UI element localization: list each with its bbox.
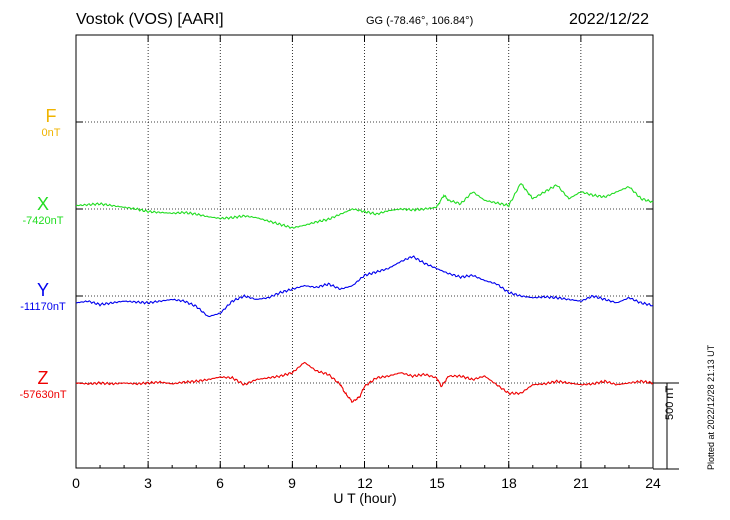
x-tick-label: 0: [72, 475, 80, 491]
component-baseline: -57630nT: [19, 389, 67, 401]
plot-date: 2022/12/22: [569, 11, 650, 28]
x-axis-label: U T (hour): [333, 490, 397, 506]
x-tick-label: 15: [429, 475, 445, 491]
series-line-z: [75, 361, 654, 403]
x-tick-label: 18: [501, 475, 517, 491]
component-baseline: 0nT: [41, 127, 61, 139]
geographic-coordinates: GG (-78.46°, 106.84°): [366, 15, 474, 27]
plotted-timestamp: Plotted at 2022/12/28 21:13 UT: [706, 344, 716, 470]
component-f-label: F 0nT: [16, 106, 86, 140]
station-title: Vostok (VOS) [AARI]: [76, 11, 224, 28]
component-letter: X: [36, 194, 49, 214]
component-baseline: -7420nT: [22, 215, 64, 227]
x-tick-label: 21: [573, 475, 589, 491]
x-tick-label: 9: [288, 475, 296, 491]
component-letter: F: [45, 106, 57, 126]
component-z-label: Z -57630nT: [8, 368, 78, 402]
x-tick-label: 3: [144, 475, 152, 491]
component-y-label: Y -11170nT: [8, 280, 78, 314]
component-x-label: X -7420nT: [8, 194, 78, 228]
scale-bar-label: 500 nT: [664, 385, 676, 420]
series-line-x: [75, 183, 654, 229]
series-line-y: [75, 255, 654, 318]
component-baseline: -11170nT: [20, 301, 66, 313]
component-letter: Y: [36, 280, 49, 300]
x-tick-label: 24: [645, 475, 661, 491]
component-letter: Z: [37, 368, 49, 388]
x-tick-label: 12: [357, 475, 373, 491]
x-tick-label: 6: [216, 475, 224, 491]
